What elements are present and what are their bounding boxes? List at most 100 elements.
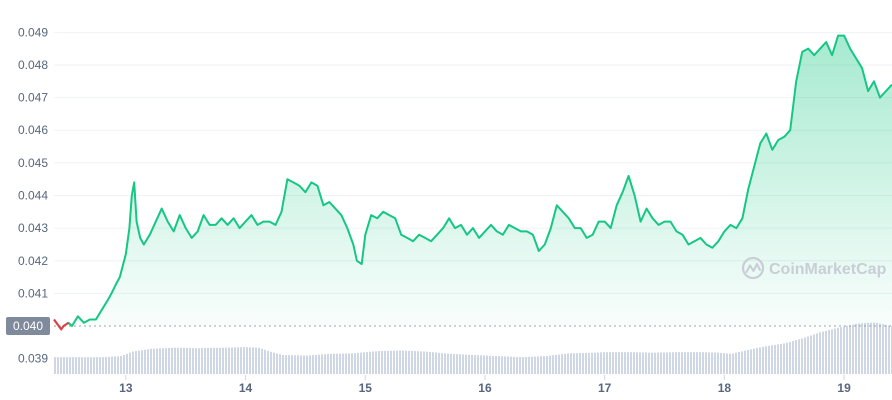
- y-tick-label: 0.049: [18, 25, 48, 39]
- volume-bar: [429, 351, 431, 374]
- volume-bar: [846, 325, 848, 374]
- reference-badge-box: [6, 317, 50, 336]
- volume-bar: [69, 357, 71, 374]
- volume-bar: [510, 356, 512, 374]
- volume-bar: [732, 353, 734, 374]
- volume-bar: [582, 352, 584, 374]
- volume-bar: [219, 347, 221, 374]
- x-tick-label: 15: [359, 381, 373, 395]
- volume-bar: [768, 345, 770, 374]
- volume-bar: [867, 322, 869, 374]
- volume-bar: [591, 352, 593, 374]
- volume-bar: [153, 348, 155, 374]
- volume-bar: [888, 325, 890, 374]
- y-tick-label: 0.046: [18, 123, 48, 137]
- volume-bar: [405, 350, 407, 374]
- price-line-series: [53, 34, 892, 331]
- volume-bar: [420, 351, 422, 374]
- volume-bar: [597, 352, 599, 374]
- volume-bar: [555, 354, 557, 374]
- volume-bar: [807, 336, 809, 374]
- coinmarketcap-watermark: CoinMarketCap: [741, 256, 887, 280]
- volume-bar: [327, 354, 329, 374]
- volume-bar: [513, 356, 515, 374]
- volume-bar: [441, 353, 443, 374]
- volume-bar: [759, 347, 761, 374]
- volume-bar: [507, 356, 509, 374]
- volume-bar: [618, 352, 620, 374]
- price-area-fill: [54, 35, 892, 330]
- volume-bar: [861, 323, 863, 374]
- x-tick-label: 18: [718, 381, 732, 395]
- volume-bar: [678, 352, 680, 374]
- volume-bar: [657, 352, 659, 374]
- volume-bar: [843, 326, 845, 374]
- volume-bar: [876, 322, 878, 374]
- volume-bar: [576, 353, 578, 374]
- volume-bar: [318, 354, 320, 374]
- volume-bar: [489, 355, 491, 374]
- volume-bar: [765, 346, 767, 374]
- volume-bar: [261, 348, 263, 374]
- volume-bar: [216, 347, 218, 374]
- volume-bar: [432, 352, 434, 374]
- volume-bar: [342, 353, 344, 374]
- volume-bar: [183, 347, 185, 374]
- volume-bar: [357, 352, 359, 374]
- volume-bar: [645, 352, 647, 374]
- volume-bar: [186, 347, 188, 374]
- volume-bar: [840, 327, 842, 374]
- volume-bar: [681, 352, 683, 374]
- volume-bar: [99, 357, 101, 374]
- volume-bar: [816, 333, 818, 374]
- volume-bar: [336, 353, 338, 374]
- volume-bar: [75, 357, 77, 374]
- volume-bar: [201, 348, 203, 374]
- reference-badge: 0.040: [6, 317, 50, 336]
- volume-bar: [171, 347, 173, 374]
- volume-bar: [480, 355, 482, 374]
- volume-bar: [804, 337, 806, 374]
- volume-bar: [150, 348, 152, 374]
- volume-bar: [255, 347, 257, 374]
- volume-bar: [204, 348, 206, 374]
- volume-bar: [144, 349, 146, 374]
- volume-bar: [492, 355, 494, 374]
- x-axis-ticks: 13 14 15 16 17 18 19: [119, 375, 851, 395]
- volume-bar: [552, 355, 554, 374]
- volume-bar: [624, 352, 626, 374]
- volume-bar: [627, 352, 629, 374]
- volume-bar: [477, 355, 479, 374]
- volume-bar: [138, 350, 140, 374]
- volume-bar: [675, 352, 677, 374]
- reference-badge-label: 0.040: [13, 319, 43, 333]
- volume-bar: [609, 352, 611, 374]
- volume-bar: [237, 347, 239, 374]
- y-tick-label: 0.047: [18, 91, 48, 105]
- volume-bar: [600, 352, 602, 374]
- volume-bar: [711, 352, 713, 374]
- x-tick-label: 19: [837, 381, 851, 395]
- volume-bar: [777, 344, 779, 374]
- volume-bar: [651, 352, 653, 374]
- volume-bar: [864, 323, 866, 374]
- volume-bar: [852, 324, 854, 374]
- volume-bar: [879, 323, 881, 374]
- volume-bar: [729, 353, 731, 374]
- volume-bar: [258, 347, 260, 374]
- volume-bar: [114, 356, 116, 374]
- volume-bar: [348, 353, 350, 374]
- volume-bar: [78, 357, 80, 374]
- volume-bar: [648, 352, 650, 374]
- x-tick-label: 16: [478, 381, 492, 395]
- volume-bar: [303, 355, 305, 374]
- volume-bar: [276, 353, 278, 374]
- volume-bar: [717, 352, 719, 374]
- volume-bar: [771, 345, 773, 374]
- volume-bar: [699, 352, 701, 374]
- volume-bar: [102, 357, 104, 374]
- volume-bar: [132, 351, 134, 374]
- volume-bar: [774, 344, 776, 374]
- volume-bar: [561, 354, 563, 374]
